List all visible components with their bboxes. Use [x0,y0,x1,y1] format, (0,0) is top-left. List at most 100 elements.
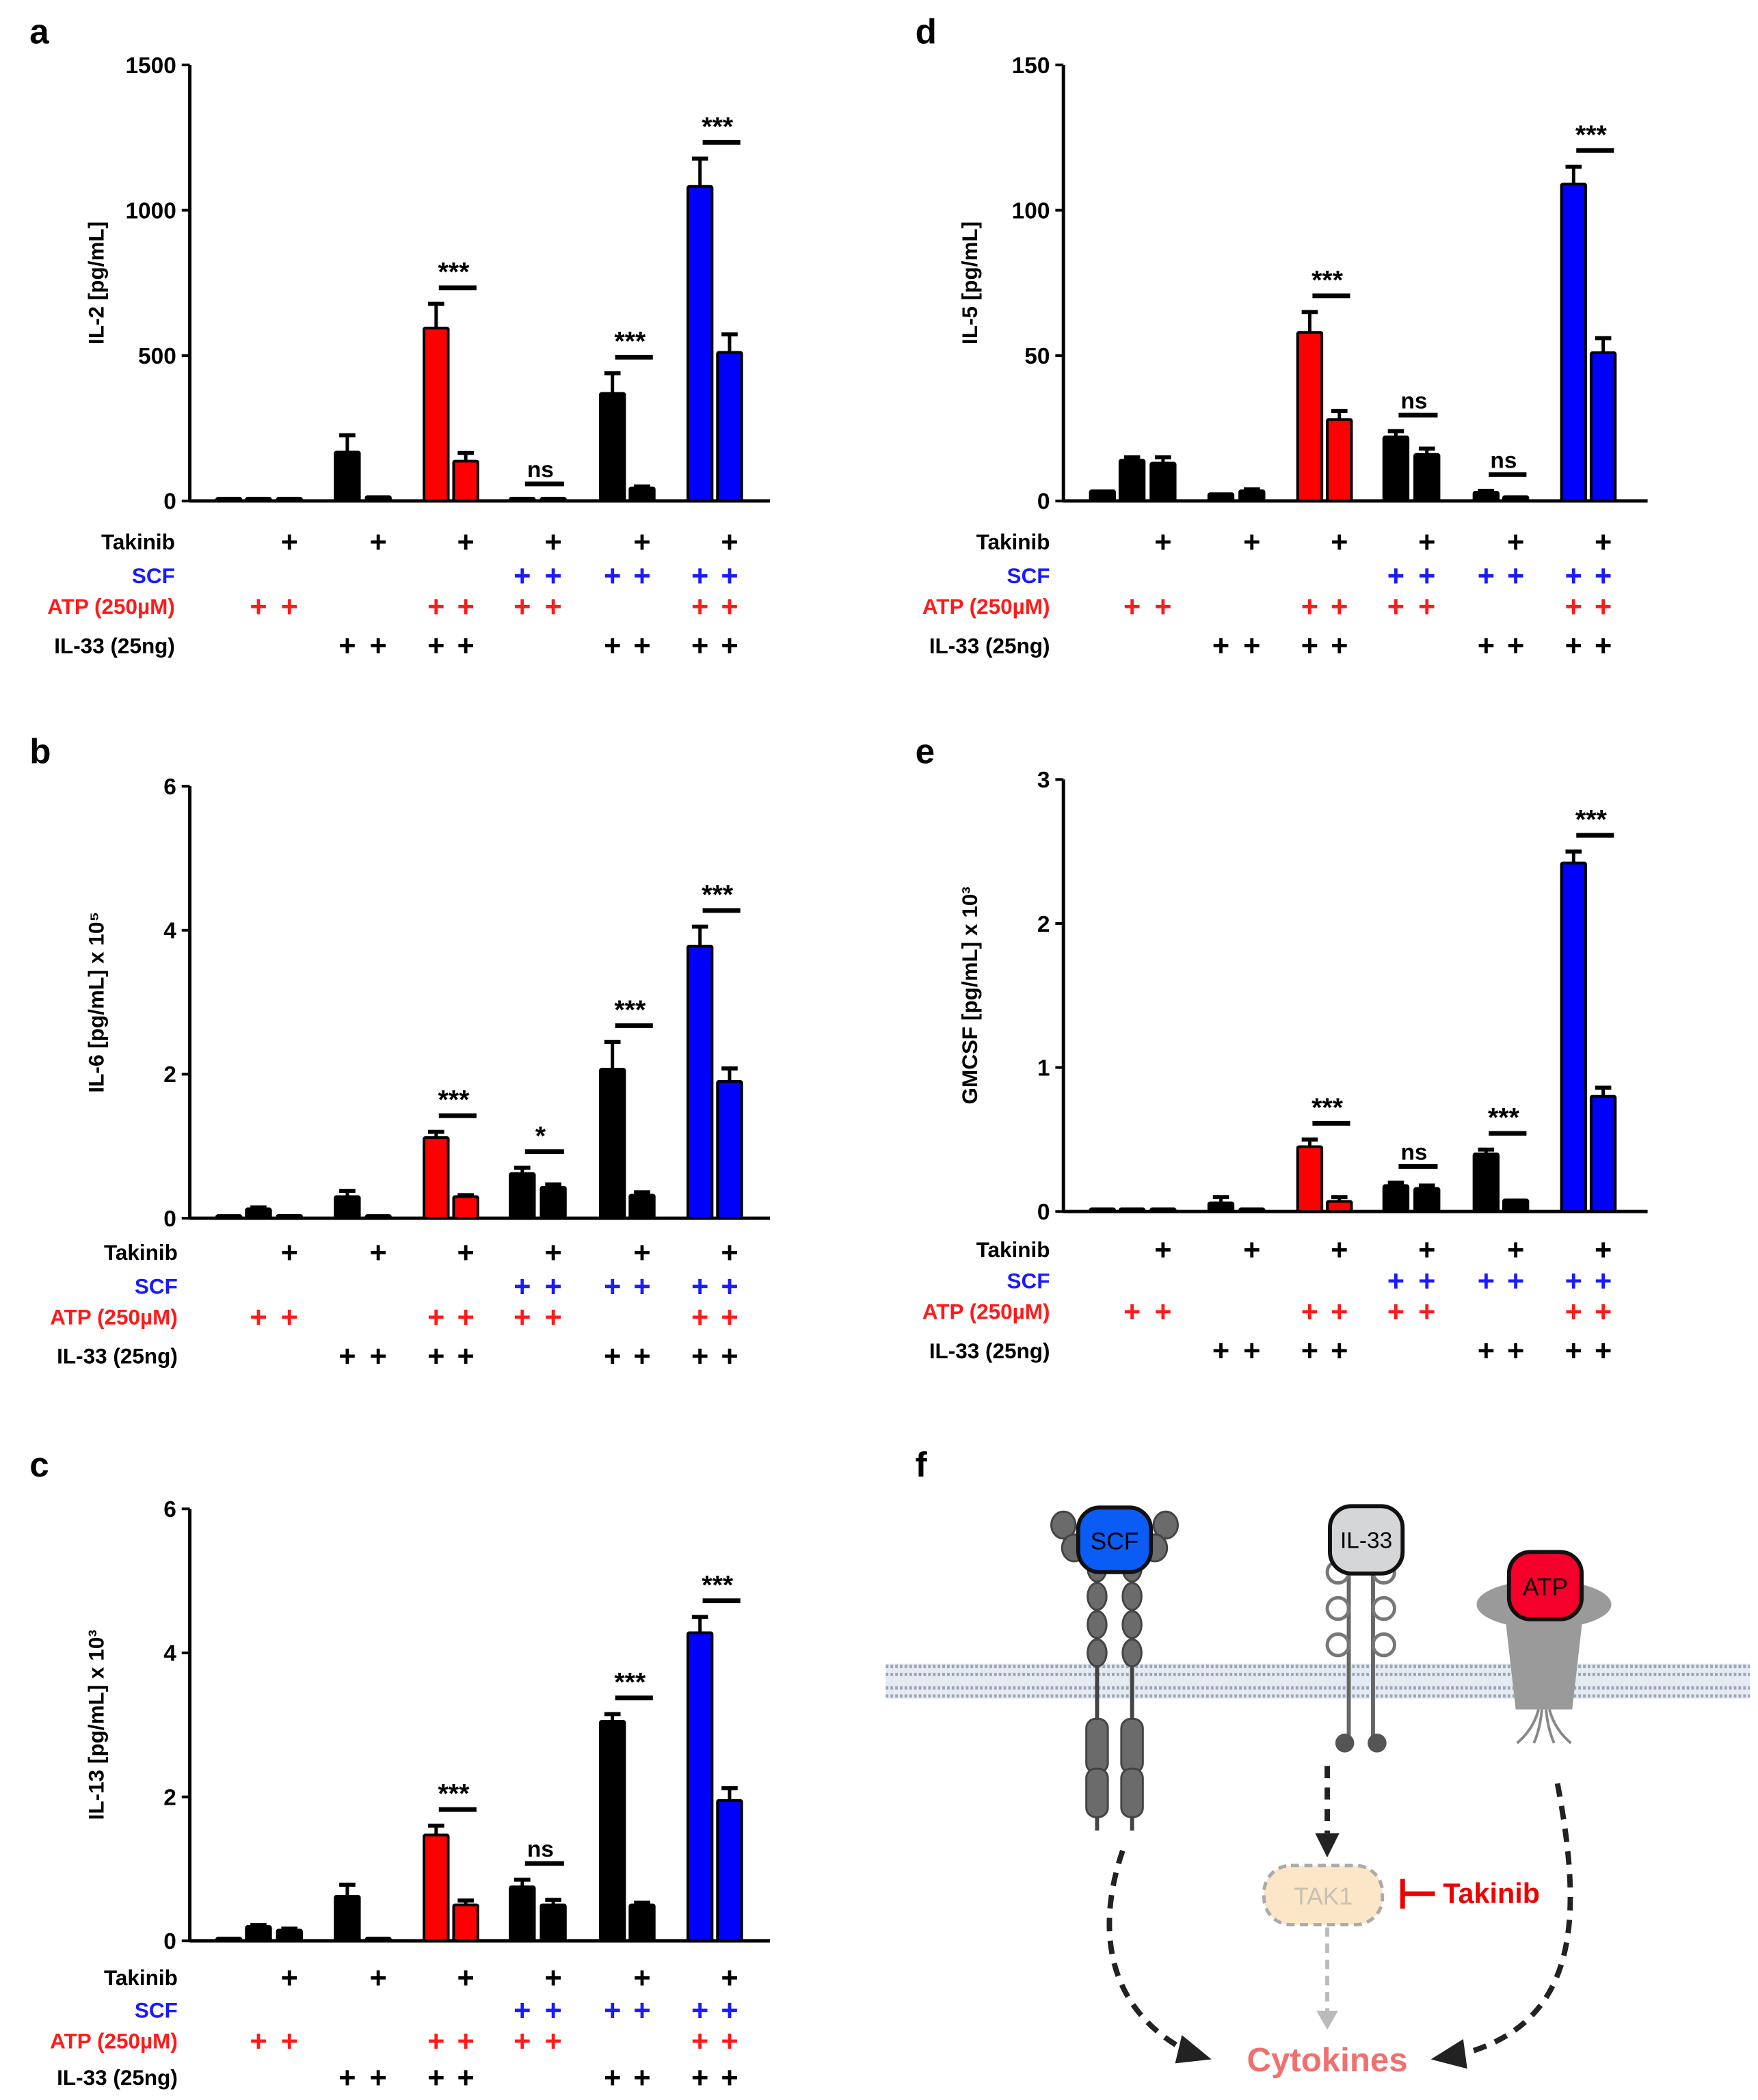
condition-plus: + [1478,1335,1495,1368]
condition-plus: + [544,1237,561,1269]
bar [1238,1207,1266,1213]
y-tick-label: 2 [163,1785,176,1810]
bar [1413,453,1441,502]
condition-plus: + [1507,1335,1524,1368]
bar [686,1631,714,1943]
condition-plus: + [370,1341,387,1373]
bar [1149,1207,1177,1213]
condition-plus: + [1331,1335,1348,1368]
condition-label: ATP (250µM) [922,594,1050,619]
condition-label: ATP (250µM) [922,1300,1050,1324]
condition-plus: + [1565,560,1582,593]
significance-label: ns [527,457,554,483]
bar [599,1720,626,1943]
condition-plus: + [1418,591,1435,623]
condition-plus: + [1387,1265,1404,1297]
bar [452,1903,479,1943]
il33-label: IL-33 [1340,1528,1392,1553]
condition-plus: + [1154,591,1171,623]
condition-plus: + [1418,526,1435,559]
significance-label: *** [1575,120,1608,150]
bar [334,1894,361,1943]
condition-plus: + [544,1962,561,1995]
condition-plus: + [281,526,298,559]
significance-label: *** [438,1085,470,1115]
arrowhead [1175,2035,1212,2064]
significance-label: *** [614,995,646,1025]
condition-plus: + [721,1302,738,1334]
bar [245,1925,272,1943]
condition-plus: + [1478,630,1495,662]
y-tick-label: 500 [138,344,176,369]
bar [215,1937,243,1943]
condition-plus: + [427,1341,444,1373]
significance-label: ns [1400,388,1427,414]
condition-plus: + [370,2062,387,2095]
condition-plus: + [544,591,561,623]
bar [452,1195,479,1220]
atp-ligand [1506,1550,1584,1621]
receptor-tail [1516,1709,1541,1745]
bar [1118,1207,1146,1213]
significance-label: *** [1311,1092,1344,1122]
arrowhead [1315,1833,1340,1858]
cell-membrane [885,1663,1750,1699]
condition-label: IL-33 (25ng) [57,2065,178,2090]
receptor-loop [1371,1596,1396,1621]
bar [215,1214,243,1220]
receptor-domain [1087,1610,1108,1639]
condition-plus: + [604,2062,621,2095]
condition-plus: + [457,1302,474,1334]
receptor-loop [1371,1632,1396,1658]
y-tick-label: 1 [1037,1055,1050,1081]
condition-label: SCF [1007,563,1050,588]
condition-plus: + [691,1994,708,2027]
panel-label: d [916,12,937,51]
atp-label: ATP [1523,1573,1568,1600]
bar [628,1194,656,1220]
condition-plus: + [514,1994,531,2027]
condition-plus: + [1154,1234,1171,1267]
condition-plus: + [514,591,531,623]
bar [1472,1153,1500,1213]
bar [1472,491,1500,502]
condition-plus: + [281,1237,298,1269]
condition-plus: + [457,630,474,662]
bar [245,496,272,502]
bar [215,496,243,502]
significance-label: *** [1575,805,1608,835]
condition-plus: + [1212,630,1229,662]
condition-plus: + [604,1994,621,2027]
bar [1589,351,1617,502]
condition-plus: + [544,1994,561,2027]
significance-label: *** [438,1779,470,1809]
condition-plus: + [721,1962,738,1995]
condition-label: ATP (250µM) [47,594,175,619]
condition-plus: + [1418,1234,1435,1267]
receptor-domain [1087,1582,1108,1611]
bar [452,459,479,502]
receptor-loop [1325,1632,1351,1658]
condition-plus: + [544,1302,561,1334]
bar [716,1799,743,1943]
condition-plus: + [721,1341,738,1373]
kinase-domain [1120,1767,1144,1818]
condition-plus: + [370,1237,387,1269]
condition-plus: + [1243,1234,1260,1267]
y-tick-label: 1500 [125,53,176,79]
condition-plus: + [250,2025,267,2058]
condition-plus: + [370,630,387,662]
bar [423,1136,450,1220]
bar [423,326,450,502]
panel-label: f [916,1445,928,1484]
bar [686,944,714,1220]
bar [1382,1184,1410,1213]
y-tick-label: 0 [163,489,176,515]
scf-ligand [1076,1505,1154,1574]
condition-plus: + [457,2025,474,2058]
significance-label: *** [1488,1103,1520,1133]
bar [1382,435,1410,502]
panel-label: e [916,732,935,771]
condition-plus: + [1565,1296,1582,1329]
